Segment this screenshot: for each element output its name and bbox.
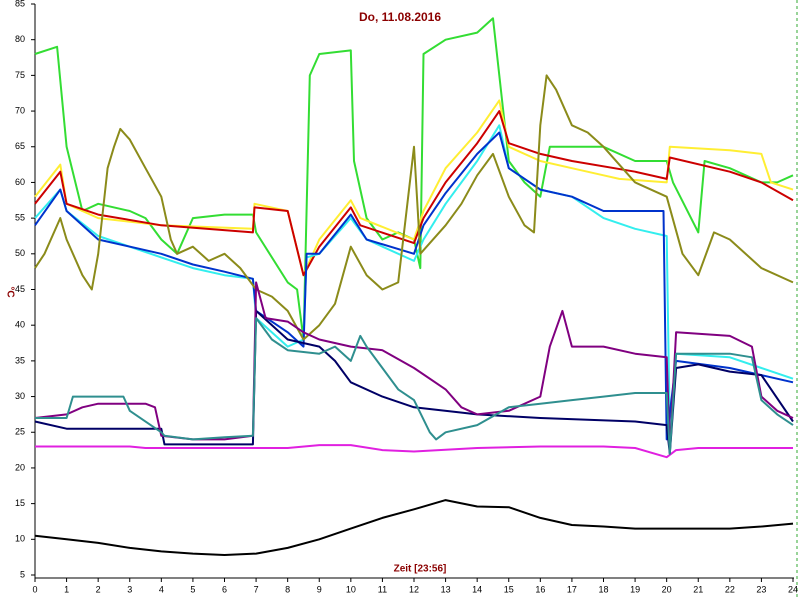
y-tick-label: 15: [15, 498, 25, 508]
y-tick-label: 45: [15, 284, 25, 294]
y-tick-label: 25: [15, 427, 25, 437]
x-tick-label: 9: [317, 584, 322, 594]
y-tick-label: 35: [15, 355, 25, 365]
x-tick-label: 21: [693, 584, 703, 594]
x-tick-label: 16: [535, 584, 545, 594]
x-tick-label: 20: [662, 584, 672, 594]
series-line: [35, 317, 794, 455]
y-tick-label: 55: [15, 213, 25, 223]
y-tick-label: 60: [15, 177, 25, 187]
x-tick-label: 15: [504, 584, 514, 594]
x-tick-label: 13: [441, 584, 451, 594]
x-tick-label: 1: [64, 584, 69, 594]
x-tick-label: 23: [756, 584, 766, 594]
y-tick-label: 70: [15, 105, 25, 115]
series-line: [34, 124, 794, 434]
x-tick-label: 4: [159, 584, 164, 594]
y-tick-label: 65: [15, 141, 25, 151]
series-line: [35, 444, 793, 459]
series-line: [34, 131, 794, 441]
series-line: [34, 74, 794, 341]
x-tick-label: 8: [285, 584, 290, 594]
y-tick-label: 80: [15, 34, 25, 44]
y-tick-label: 10: [15, 534, 25, 544]
y-tick-label: 75: [15, 70, 25, 80]
x-tick-label: 0: [32, 584, 37, 594]
y-tick-label: 40: [15, 320, 25, 330]
series-line: [34, 309, 794, 455]
y-tick-label: 30: [15, 391, 25, 401]
x-tick-label: 12: [409, 584, 419, 594]
series-line: [34, 499, 794, 556]
y-tick-label: 50: [15, 248, 25, 258]
x-axis-label: Zeit [23:56]: [394, 564, 447, 575]
y-tick-label: 85: [15, 0, 25, 8]
x-tick-label: 17: [567, 584, 577, 594]
x-tick-label: 2: [96, 584, 101, 594]
x-tick-label: 3: [127, 584, 132, 594]
x-tick-label: 5: [190, 584, 195, 594]
x-tick-label: 18: [598, 584, 608, 594]
x-tick-label: 24: [788, 584, 798, 594]
x-tick-label: 11: [378, 584, 387, 594]
x-tick-label: 7: [254, 584, 259, 594]
y-axis-label: °C: [4, 286, 15, 297]
x-tick-label: 10: [346, 584, 356, 594]
x-tick-label: 14: [472, 584, 482, 594]
x-tick-label: 6: [222, 584, 227, 594]
x-tick-label: 19: [630, 584, 640, 594]
chart-title: Do, 11.08.2016: [359, 10, 441, 24]
y-tick-label: 20: [15, 462, 25, 472]
x-tick-label: 22: [725, 584, 735, 594]
y-tick-label: 5: [20, 569, 25, 579]
